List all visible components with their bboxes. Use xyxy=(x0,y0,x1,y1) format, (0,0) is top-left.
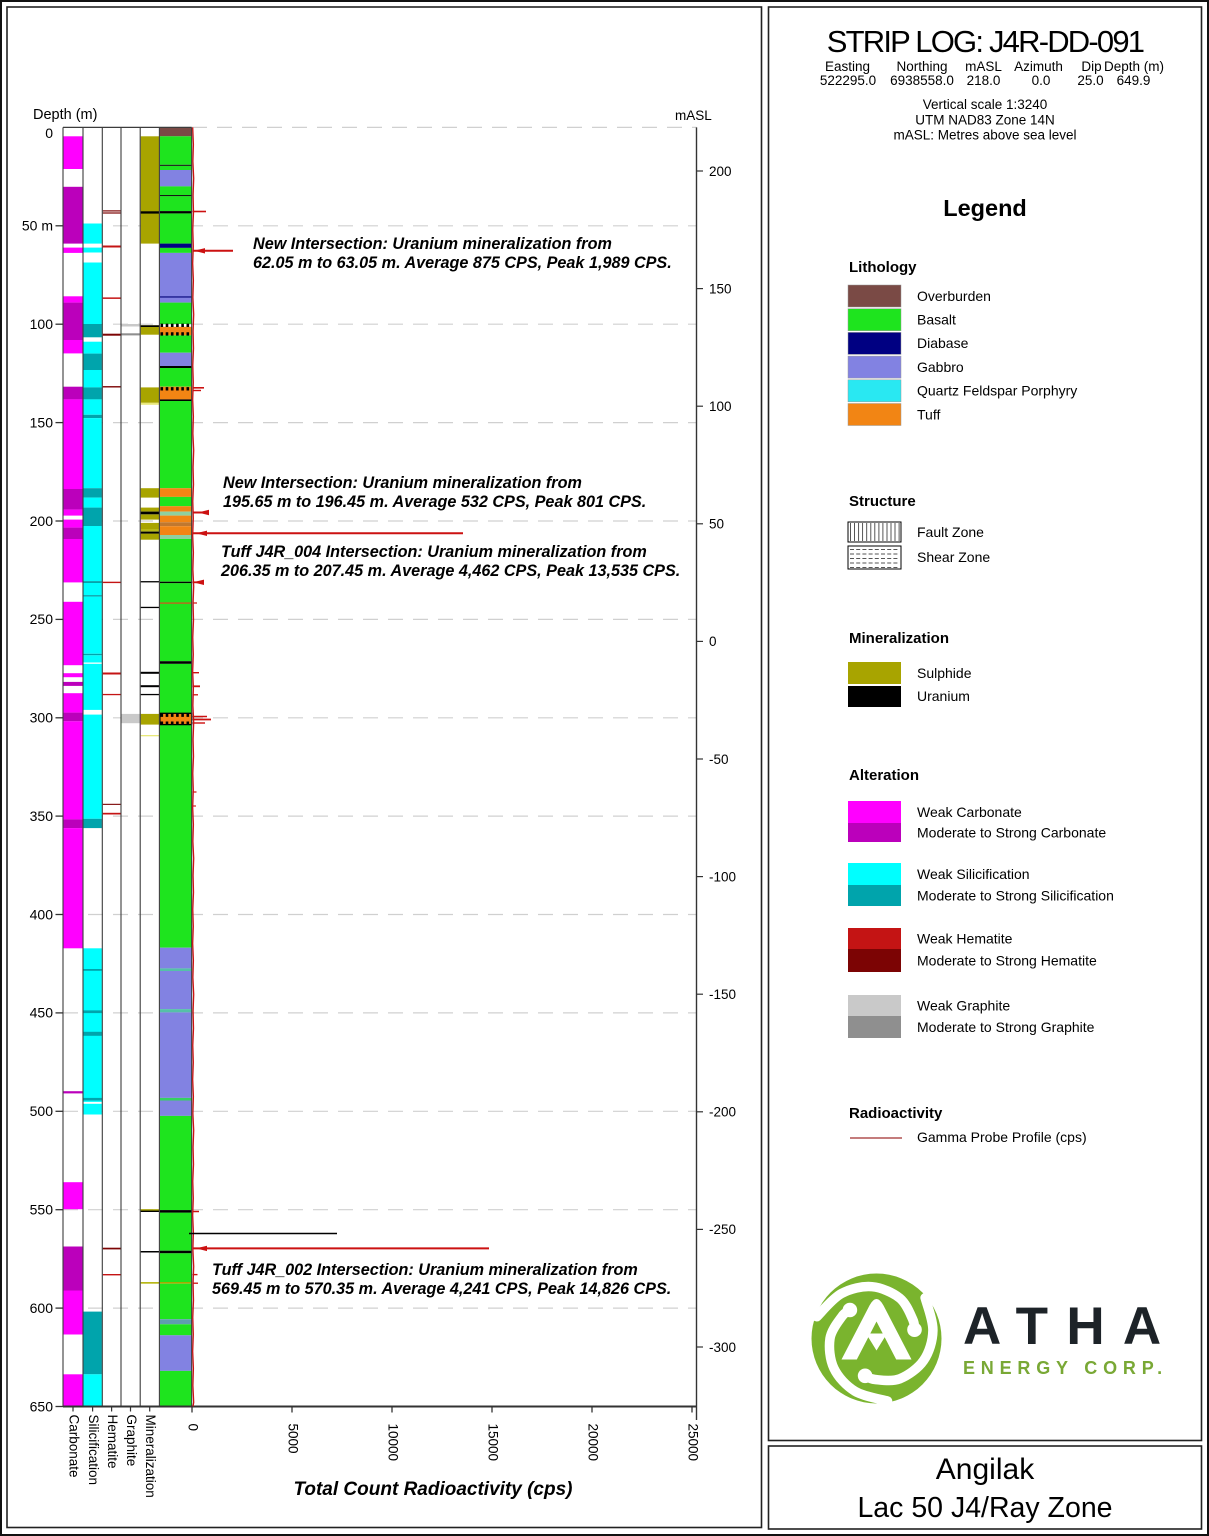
svg-text:350: 350 xyxy=(30,808,54,824)
svg-text:20000: 20000 xyxy=(585,1424,600,1462)
svg-text:Weak Silicification: Weak Silicification xyxy=(917,866,1030,882)
svg-text:Lithology: Lithology xyxy=(849,259,917,276)
svg-text:10000: 10000 xyxy=(385,1424,400,1462)
svg-text:Graphite: Graphite xyxy=(124,1415,139,1467)
svg-text:Carbonate: Carbonate xyxy=(66,1415,81,1478)
svg-text:-150: -150 xyxy=(709,987,736,1002)
svg-text:500: 500 xyxy=(30,1103,54,1119)
svg-text:Weak Carbonate: Weak Carbonate xyxy=(917,804,1022,820)
svg-text:ENERGY CORP.: ENERGY CORP. xyxy=(963,1358,1168,1378)
svg-text:Gabbro: Gabbro xyxy=(917,359,964,375)
svg-text:Alteration: Alteration xyxy=(849,767,919,784)
svg-text:-250: -250 xyxy=(709,1222,736,1237)
svg-text:150: 150 xyxy=(30,414,54,430)
svg-text:6938558.0: 6938558.0 xyxy=(890,73,954,88)
svg-text:Structure: Structure xyxy=(849,493,916,510)
svg-text:-200: -200 xyxy=(709,1105,736,1120)
svg-text:mASL: mASL xyxy=(675,108,712,123)
svg-text:Angilak: Angilak xyxy=(936,1453,1035,1486)
svg-text:Depth (m): Depth (m) xyxy=(33,107,97,123)
svg-text:Mineralization: Mineralization xyxy=(849,630,949,647)
svg-text:Gamma Probe Profile (cps): Gamma Probe Profile (cps) xyxy=(917,1129,1087,1145)
svg-text:Weak Hematite: Weak Hematite xyxy=(917,930,1013,946)
svg-text:300: 300 xyxy=(30,710,54,726)
svg-text:Northing: Northing xyxy=(896,59,947,74)
svg-text:Overburden: Overburden xyxy=(917,288,991,304)
svg-text:-50: -50 xyxy=(709,752,729,767)
svg-text:Vertical scale 1:3240: Vertical scale 1:3240 xyxy=(923,97,1048,112)
svg-text:Tuff: Tuff xyxy=(917,406,940,422)
svg-text:New Intersection: Uranium mine: New Intersection: Uranium mineralization… xyxy=(253,235,612,253)
svg-text:Legend: Legend xyxy=(943,195,1027,221)
svg-text:Tuff J4R_002 Intersection: Ura: Tuff J4R_002 Intersection: Uranium miner… xyxy=(212,1261,638,1279)
svg-text:195.65 m to 196.45 m. Average: 195.65 m to 196.45 m. Average 532 CPS, P… xyxy=(223,493,646,511)
svg-text:522295.0: 522295.0 xyxy=(820,73,876,88)
svg-text:Silicification: Silicification xyxy=(86,1415,101,1486)
svg-text:Easting: Easting xyxy=(825,59,870,74)
svg-text:Moderate to Strong Hematite: Moderate to Strong Hematite xyxy=(917,952,1097,968)
svg-text:218.0: 218.0 xyxy=(967,73,1001,88)
svg-text:569.45 m to 570.35 m. Average: 569.45 m to 570.35 m. Average 4,241 CPS,… xyxy=(212,1280,671,1298)
svg-text:15000: 15000 xyxy=(485,1424,500,1462)
svg-text:Mineralization: Mineralization xyxy=(143,1415,158,1498)
svg-text:Sulphide: Sulphide xyxy=(917,665,972,681)
svg-text:-100: -100 xyxy=(709,869,736,884)
svg-text:100: 100 xyxy=(30,316,54,332)
svg-text:450: 450 xyxy=(30,1005,54,1021)
svg-text:50 m: 50 m xyxy=(22,218,53,234)
svg-text:650: 650 xyxy=(30,1398,54,1414)
svg-text:550: 550 xyxy=(30,1202,54,1218)
svg-text:150: 150 xyxy=(709,281,732,296)
svg-text:Tuff J4R_004 Intersection: Ura: Tuff J4R_004 Intersection: Uranium miner… xyxy=(221,543,647,561)
svg-text:Moderate to Strong Graphite: Moderate to Strong Graphite xyxy=(917,1019,1095,1035)
svg-text:Depth (m): Depth (m) xyxy=(1104,59,1164,74)
svg-text:600: 600 xyxy=(30,1300,54,1316)
svg-text:250: 250 xyxy=(30,611,54,627)
svg-text:0: 0 xyxy=(45,125,53,141)
svg-text:649.9: 649.9 xyxy=(1117,73,1151,88)
svg-text:Weak Graphite: Weak Graphite xyxy=(917,997,1010,1013)
svg-text:Lac 50 J4/Ray Zone: Lac 50 J4/Ray Zone xyxy=(857,1492,1112,1524)
svg-text:200: 200 xyxy=(30,513,54,529)
svg-text:206.35 m to 207.45 m. Average: 206.35 m to 207.45 m. Average 4,462 CPS,… xyxy=(220,562,680,580)
svg-text:0: 0 xyxy=(709,634,717,649)
svg-text:Dip: Dip xyxy=(1081,59,1101,74)
svg-text:UTM NAD83 Zone 14N: UTM NAD83 Zone 14N xyxy=(915,113,1055,128)
svg-text:Total Count Radioactivity (cps: Total Count Radioactivity (cps) xyxy=(293,1479,572,1500)
svg-text:mASL: Metres above sea level: mASL: Metres above sea level xyxy=(893,128,1076,143)
svg-text:0.0: 0.0 xyxy=(1032,73,1051,88)
svg-text:Basalt: Basalt xyxy=(917,312,956,328)
svg-text:Fault Zone: Fault Zone xyxy=(917,524,984,540)
svg-text:Moderate to Strong Carbonate: Moderate to Strong Carbonate xyxy=(917,824,1106,840)
svg-text:400: 400 xyxy=(30,906,54,922)
svg-text:Diabase: Diabase xyxy=(917,335,969,351)
svg-text:STRIP LOG: J4R-DD-091: STRIP LOG: J4R-DD-091 xyxy=(827,24,1144,59)
svg-text:-300: -300 xyxy=(709,1340,736,1355)
svg-text:Uranium: Uranium xyxy=(917,688,970,704)
svg-text:25.0: 25.0 xyxy=(1077,73,1103,88)
svg-text:200: 200 xyxy=(709,164,732,179)
svg-text:mASL: mASL xyxy=(965,59,1002,74)
svg-text:62.05 m to 63.05 m. Average 87: 62.05 m to 63.05 m. Average 875 CPS, Pea… xyxy=(253,254,672,272)
svg-text:25000: 25000 xyxy=(685,1424,700,1462)
svg-text:50: 50 xyxy=(709,517,724,532)
svg-text:0: 0 xyxy=(185,1424,200,1432)
svg-text:Azimuth: Azimuth xyxy=(1014,59,1063,74)
svg-text:Moderate to Strong Silicificat: Moderate to Strong Silicification xyxy=(917,887,1114,903)
svg-text:100: 100 xyxy=(709,399,732,414)
svg-text:New Intersection: Uranium mine: New Intersection: Uranium mineralization… xyxy=(223,474,582,492)
svg-text:Quartz Feldspar Porphyry: Quartz Feldspar Porphyry xyxy=(917,383,1077,399)
svg-text:Hematite: Hematite xyxy=(105,1415,120,1469)
svg-text:5000: 5000 xyxy=(285,1424,300,1454)
svg-text:ATHA: ATHA xyxy=(963,1297,1179,1356)
svg-text:Radioactivity: Radioactivity xyxy=(849,1105,943,1122)
svg-text:Shear Zone: Shear Zone xyxy=(917,549,990,565)
